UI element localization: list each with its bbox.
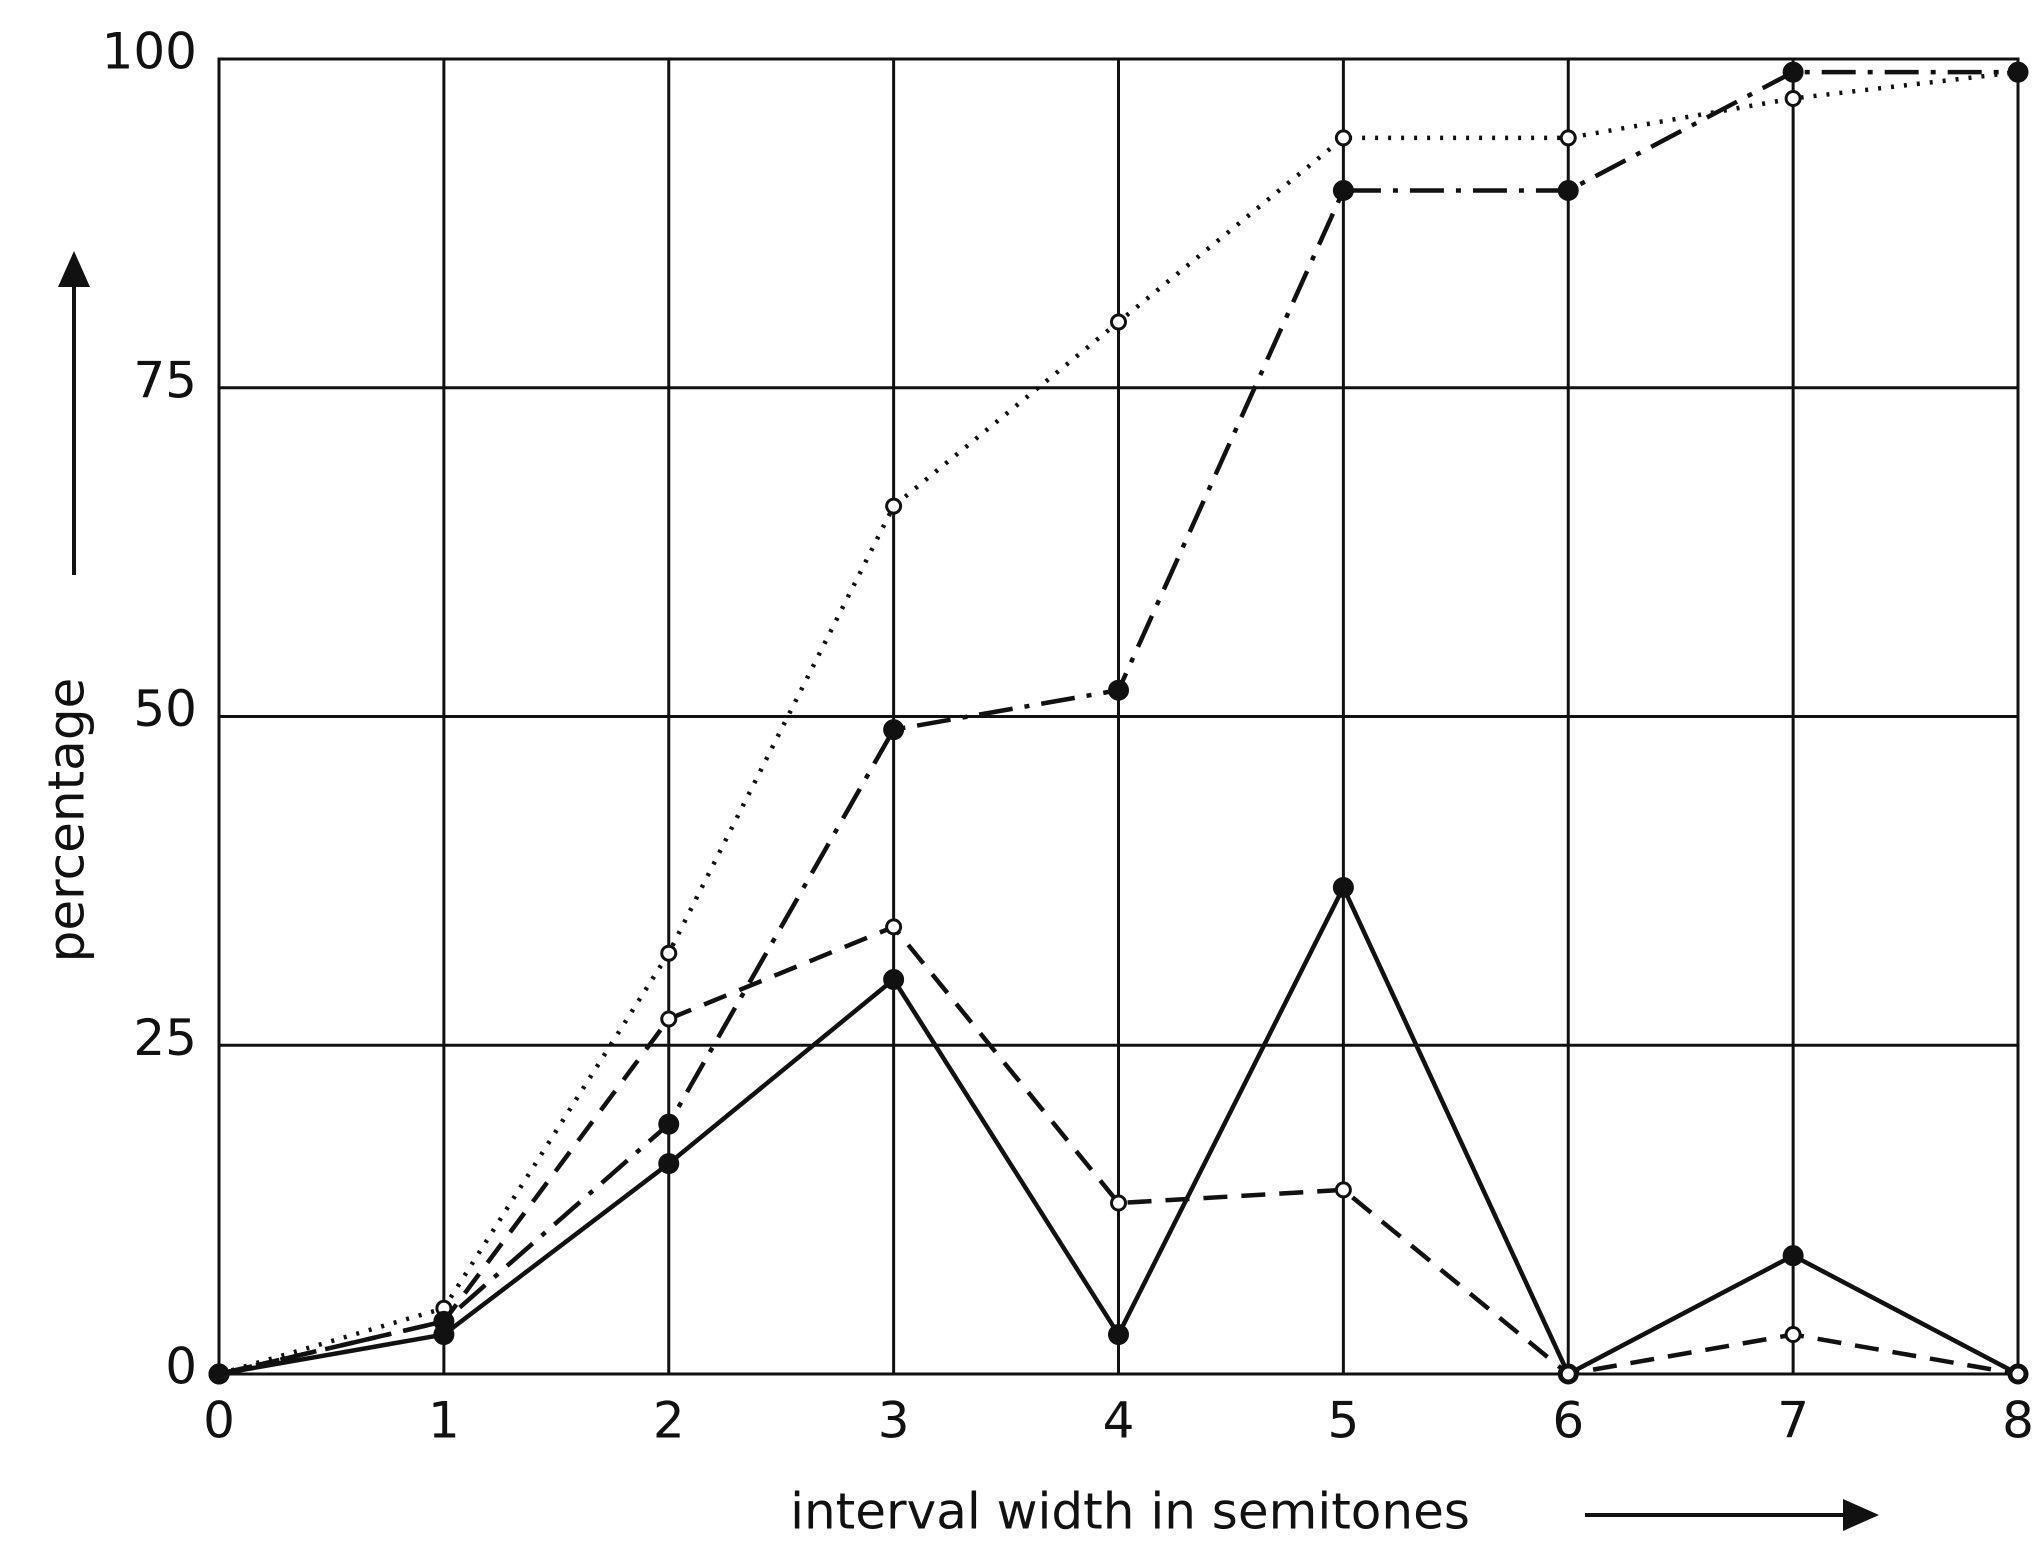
data-point xyxy=(1332,180,1354,201)
x-tick-label: 8 xyxy=(2002,1392,2034,1450)
data-point xyxy=(1332,876,1354,898)
x-tick-label: 6 xyxy=(1552,1392,1584,1450)
data-point xyxy=(658,1113,680,1135)
y-axis-label: percentage xyxy=(38,678,96,963)
data-point xyxy=(658,1153,680,1175)
y-tick-label: 0 xyxy=(165,1338,197,1396)
data-point xyxy=(1557,180,1579,201)
y-tick-label: 100 xyxy=(102,23,197,81)
data-point xyxy=(2009,1365,2027,1383)
x-tick-label: 0 xyxy=(203,1392,235,1450)
data-point xyxy=(883,969,905,990)
data-point xyxy=(883,719,905,741)
data-point xyxy=(1334,129,1352,147)
data-point xyxy=(208,1363,230,1385)
data-point xyxy=(1784,89,1802,107)
data-point xyxy=(1782,1245,1804,1267)
x-tick-label: 7 xyxy=(1777,1392,1809,1450)
data-point xyxy=(1559,129,1577,147)
x-tick-label: 2 xyxy=(653,1392,685,1450)
data-point xyxy=(1108,1324,1129,1346)
y-tick-label: 25 xyxy=(133,1009,197,1067)
series-line xyxy=(218,924,2019,1377)
x-axis-label: interval width in semitones xyxy=(790,1483,1470,1541)
data-point xyxy=(1784,1326,1802,1344)
data-point xyxy=(1559,1365,1577,1383)
y-tick-label: 50 xyxy=(133,680,197,738)
data-point xyxy=(885,918,903,936)
plot-frame xyxy=(217,57,2020,1376)
data-point xyxy=(885,497,903,515)
data-point xyxy=(1334,1181,1352,1199)
data-point xyxy=(1108,679,1129,701)
data-point xyxy=(1110,313,1127,331)
data-point xyxy=(433,1310,455,1332)
x-tick-label: 4 xyxy=(1103,1392,1135,1450)
data-point xyxy=(660,1010,678,1028)
data-point xyxy=(1782,61,1804,83)
y-tick-label: 75 xyxy=(133,351,197,409)
x-tick-label: 5 xyxy=(1327,1392,1359,1450)
x-tick-label: 3 xyxy=(878,1392,910,1450)
x-tick-label: 1 xyxy=(428,1392,460,1450)
data-point xyxy=(2007,61,2029,83)
data-point xyxy=(660,944,678,962)
data-point xyxy=(1110,1194,1127,1212)
